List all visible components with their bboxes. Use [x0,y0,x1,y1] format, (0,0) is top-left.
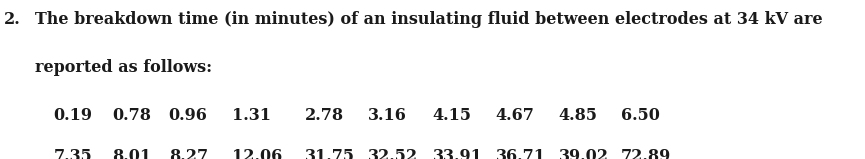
Text: 39.02: 39.02 [559,148,609,159]
Text: 36.71: 36.71 [496,148,546,159]
Text: 32.52: 32.52 [368,148,418,159]
Text: 7.35: 7.35 [54,148,93,159]
Text: 0.78: 0.78 [112,107,151,124]
Text: 3.16: 3.16 [368,107,407,124]
Text: 6.50: 6.50 [621,107,660,124]
Text: 4.85: 4.85 [559,107,598,124]
Text: 4.67: 4.67 [496,107,535,124]
Text: The breakdown time (in minutes) of an insulating fluid between electrodes at 34 : The breakdown time (in minutes) of an in… [35,11,823,28]
Text: reported as follows:: reported as follows: [35,59,212,76]
Text: 8.01: 8.01 [112,148,151,159]
Text: 2.: 2. [4,11,21,28]
Text: 4.15: 4.15 [432,107,471,124]
Text: 72.89: 72.89 [621,148,671,159]
Text: 2.78: 2.78 [304,107,343,124]
Text: 33.91: 33.91 [432,148,483,159]
Text: 8.27: 8.27 [169,148,208,159]
Text: 12.06: 12.06 [232,148,282,159]
Text: 31.75: 31.75 [304,148,355,159]
Text: 0.96: 0.96 [169,107,208,124]
Text: 1.31: 1.31 [232,107,271,124]
Text: 0.19: 0.19 [54,107,93,124]
